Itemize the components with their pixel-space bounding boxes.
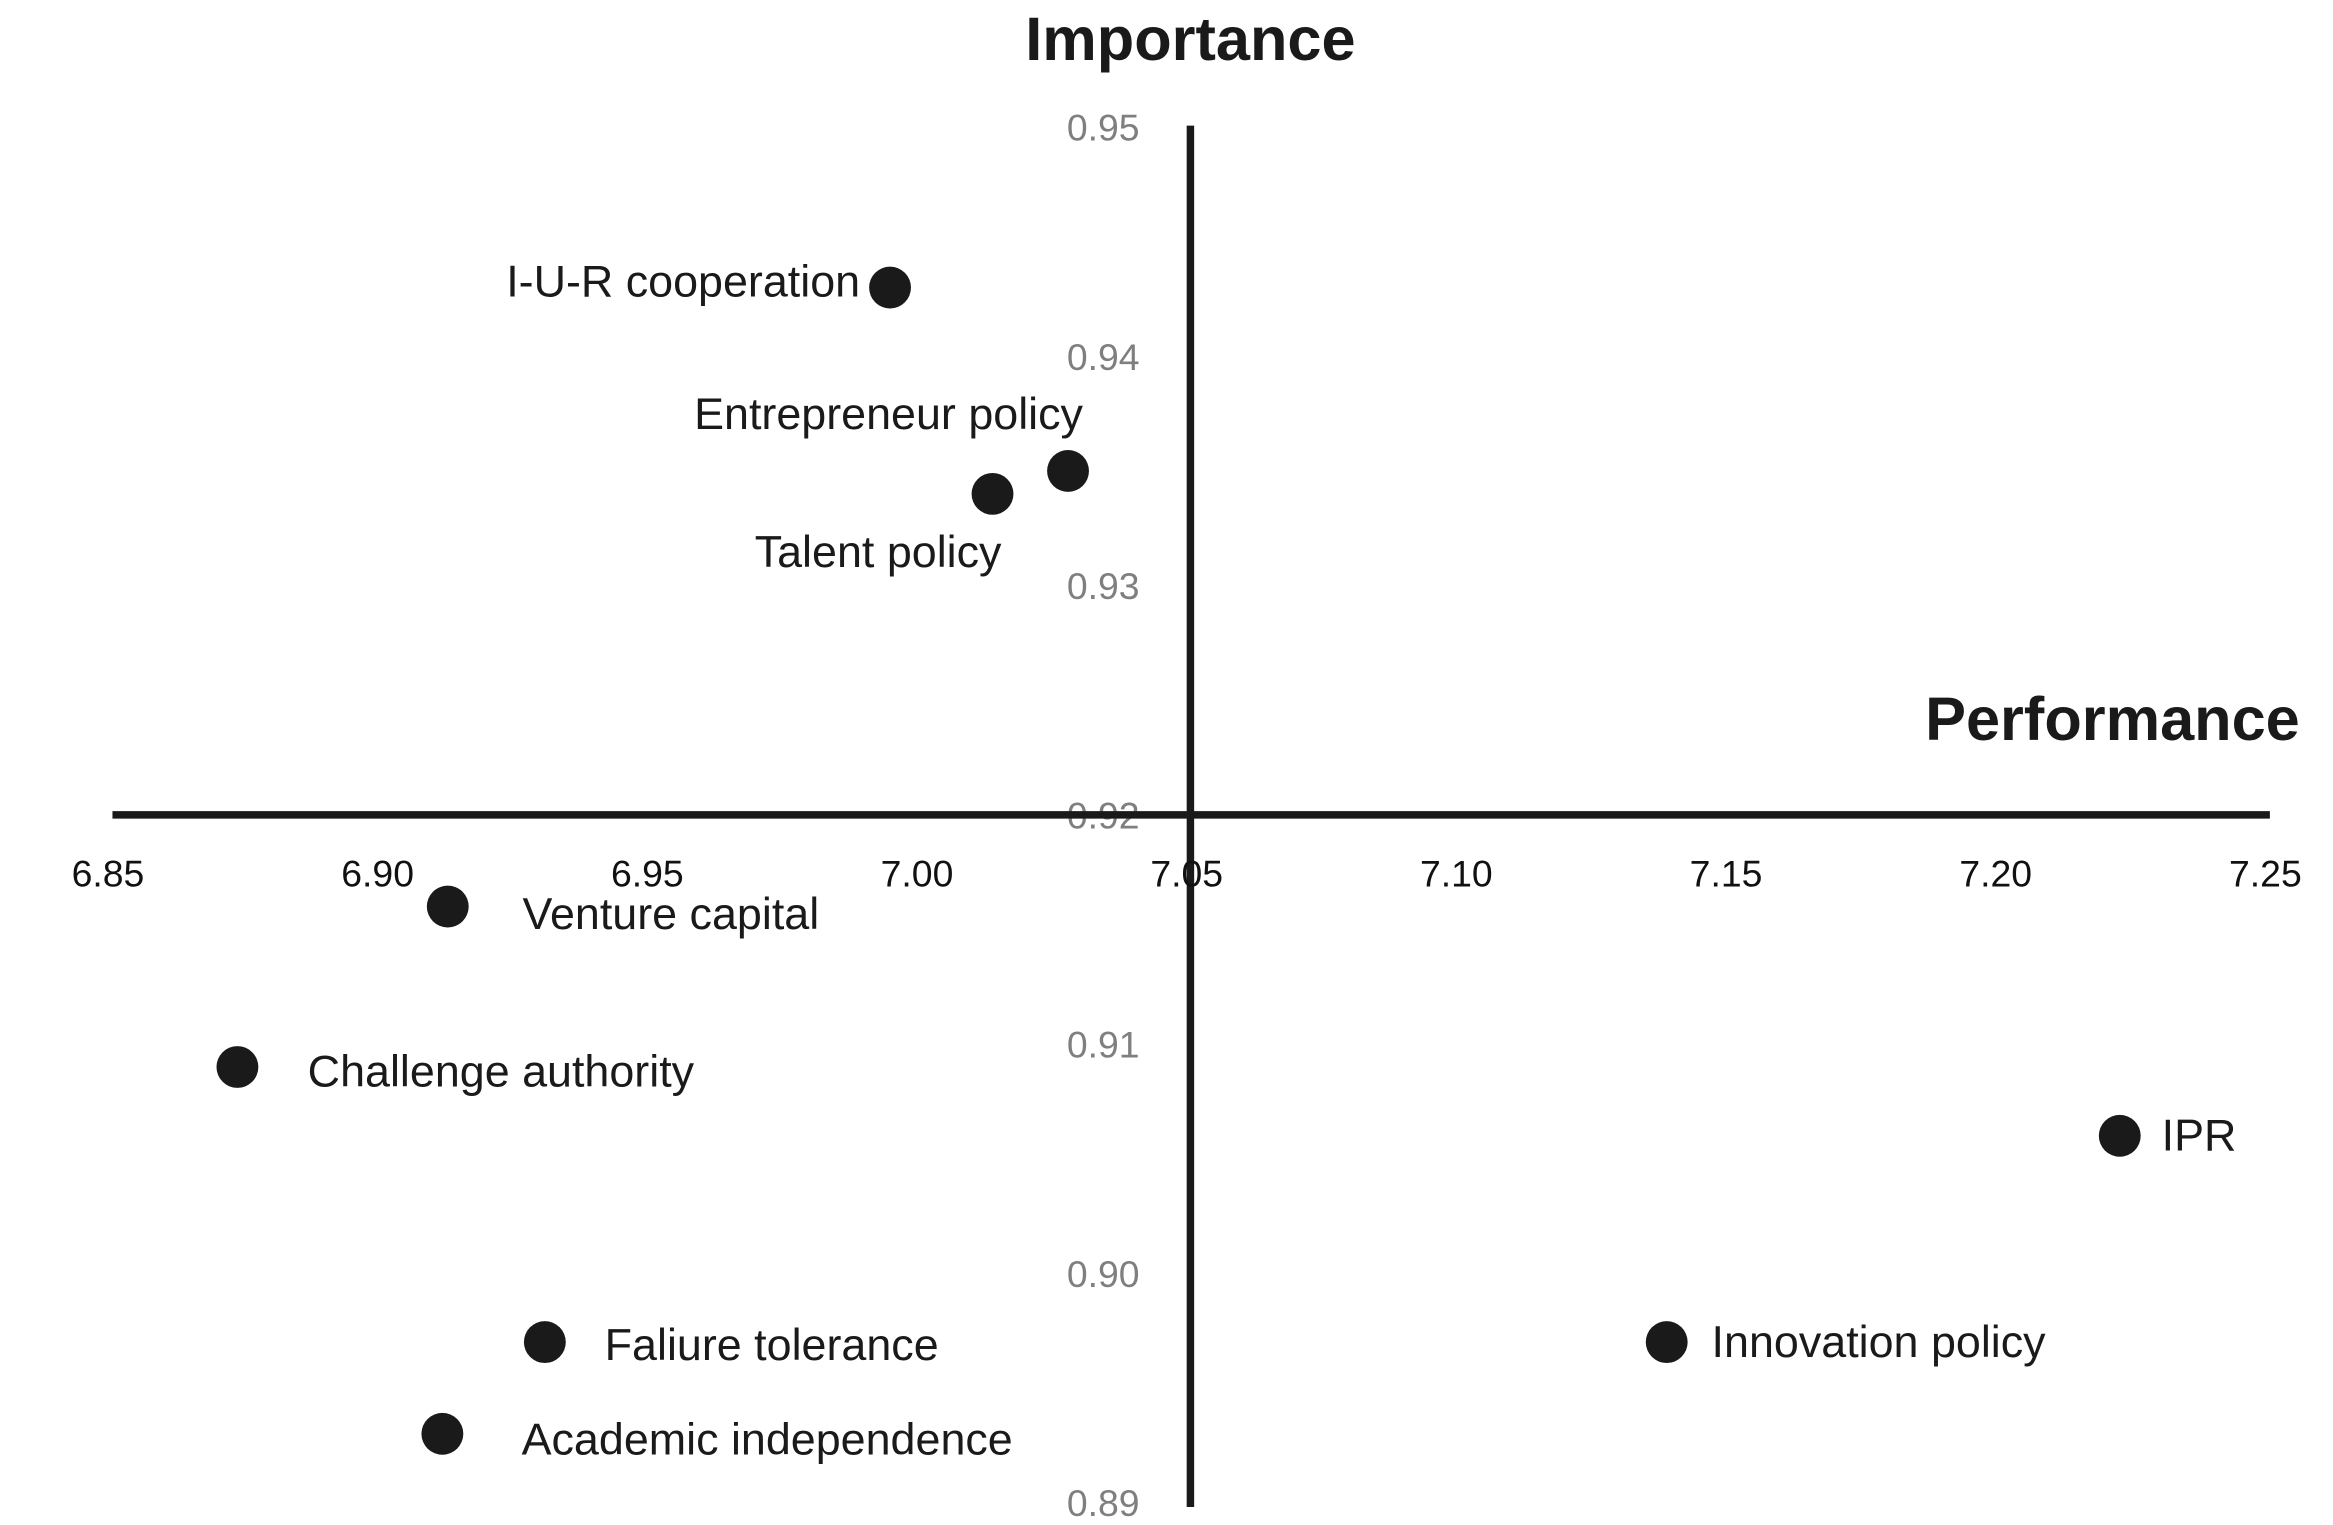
data-point <box>523 1321 566 1364</box>
data-points: I-U-R cooperation Entrepreneur policy Tale… <box>216 256 2236 1465</box>
y-axis-title: Importance <box>1025 5 1355 73</box>
data-point <box>216 1046 259 1088</box>
data-point <box>971 472 1014 515</box>
point-label: Entrepreneur policy <box>694 388 1083 439</box>
x-tick-label: 6.90 <box>341 853 414 895</box>
point-label: IPR <box>2162 1110 2237 1161</box>
y-tick-label: 0.90 <box>1067 1253 1140 1295</box>
x-tick-label: 7.15 <box>1690 853 1763 895</box>
data-point <box>1047 450 1089 492</box>
x-tick-label: 7.05 <box>1150 853 1223 895</box>
data-point <box>421 1412 464 1455</box>
point-label: Challenge authority <box>308 1045 695 1096</box>
y-tick-label: 0.91 <box>1067 1024 1140 1066</box>
data-point <box>869 266 911 309</box>
point-label: Talent policy <box>755 526 1002 577</box>
x-tick-label: 7.10 <box>1420 853 1493 895</box>
y-tick-labels: 0.950.940.930.920.910.900.89 <box>1067 107 1140 1524</box>
x-axis-title: Performance <box>1925 685 2300 753</box>
point-label: Faliure tolerance <box>605 1319 939 1370</box>
point-label: Academic independence <box>522 1414 1013 1465</box>
data-point <box>426 885 469 928</box>
x-tick-label: 7.00 <box>881 853 954 895</box>
y-tick-label: 0.93 <box>1067 565 1140 607</box>
x-tick-label: 6.85 <box>72 853 145 895</box>
y-tick-label: 0.94 <box>1067 336 1140 378</box>
y-tick-label: 0.95 <box>1067 107 1140 149</box>
x-tick-labels: 6.85 6.90 6.95 7.00 7.05 7.10 7.15 7.20 7.25 <box>72 853 2302 895</box>
x-tick-label: 7.20 <box>1959 853 2032 895</box>
data-point <box>1645 1321 1688 1364</box>
point-label: Venture capital <box>523 888 820 939</box>
x-tick-label: 7.25 <box>2229 853 2302 895</box>
x-tick-label: 6.95 <box>611 853 684 895</box>
data-point <box>2098 1114 2141 1157</box>
y-tick-label: 0.89 <box>1067 1482 1140 1524</box>
point-label: I-U-R cooperation <box>506 256 860 307</box>
point-label: Innovation policy <box>1712 1316 2047 1367</box>
